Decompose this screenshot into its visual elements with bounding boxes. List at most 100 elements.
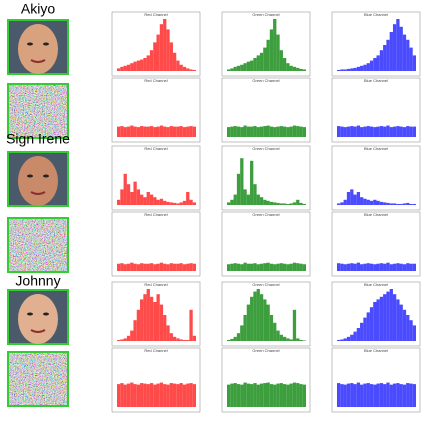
hist-bar — [189, 200, 192, 205]
hist-bar — [180, 126, 183, 137]
hist-bar — [357, 126, 360, 137]
hist-bar — [133, 127, 136, 137]
hist-bar — [409, 127, 412, 137]
hist-bar — [293, 263, 296, 271]
eye — [27, 313, 33, 316]
hist-bar — [273, 385, 276, 407]
hist-bar — [360, 264, 363, 271]
hist-bar — [240, 158, 243, 205]
hist-bar — [393, 264, 396, 271]
hist-bar — [363, 199, 366, 205]
hist-bar — [340, 127, 343, 137]
hist-bar — [367, 200, 370, 205]
hist-bar — [337, 70, 340, 71]
hist-bar — [127, 264, 130, 271]
hist-bar — [350, 126, 353, 137]
hist-bar — [173, 203, 176, 205]
hist-bar — [240, 385, 243, 407]
hist-bar — [367, 312, 370, 341]
hist-bar — [296, 263, 299, 271]
hist-bar — [283, 58, 286, 71]
hist-bar — [257, 289, 260, 341]
hist-bar — [299, 127, 302, 137]
hist-bar — [383, 384, 386, 407]
hist-bar — [230, 264, 233, 271]
hist-bar — [120, 339, 123, 341]
hist-bar — [260, 384, 263, 407]
hist-bar — [137, 385, 140, 407]
hist-title: Blue Channel — [364, 348, 388, 353]
hist-bar — [137, 61, 140, 71]
hist-bar — [186, 127, 189, 137]
video-name: Sign Irene — [6, 131, 70, 147]
hist-bar — [243, 63, 246, 71]
hist-bar — [360, 323, 363, 341]
hist-bar — [147, 264, 150, 271]
hist-bar — [280, 126, 283, 137]
hist-bar — [253, 58, 256, 71]
hist-bar — [299, 69, 302, 71]
hist-bar — [170, 42, 173, 71]
hist-bar — [153, 264, 156, 271]
hist-title: Blue Channel — [364, 146, 388, 151]
hist-bar — [237, 384, 240, 407]
hist-bar — [147, 55, 150, 71]
hist-bar — [153, 127, 156, 137]
hist-bar — [360, 66, 363, 71]
hist-bar — [124, 127, 127, 137]
hist-bar — [290, 66, 293, 71]
hist-bar — [176, 264, 179, 271]
hist-bar — [260, 264, 263, 271]
hist-bar — [173, 53, 176, 71]
hist-bar — [353, 68, 356, 71]
hist-bar — [170, 126, 173, 137]
hist-bar — [363, 264, 366, 271]
hist-bar — [293, 383, 296, 407]
hist-bar — [250, 264, 253, 271]
hist-bar — [296, 338, 299, 341]
hist-bar — [396, 383, 399, 407]
hist-bar — [360, 385, 363, 407]
hist-bar — [276, 264, 279, 271]
hist-bar — [173, 264, 176, 271]
encrypted-image — [8, 352, 68, 406]
hist-bar — [166, 29, 169, 71]
hist-bar — [363, 384, 366, 407]
hist-bar — [230, 384, 233, 407]
hist-title: Green Channel — [252, 12, 279, 17]
hist-bar — [276, 127, 279, 137]
hist-bar — [380, 263, 383, 271]
hist-bar — [234, 195, 237, 205]
hist-bar — [160, 263, 163, 271]
hist-bar — [267, 40, 270, 71]
hist-bar — [276, 384, 279, 407]
figure: AkiyoRed ChannelGreen ChannelBlue Channe… — [0, 0, 422, 421]
hist-bar — [260, 53, 263, 71]
hist-bar — [303, 340, 306, 341]
hist-bar — [193, 127, 196, 137]
hist-bar — [183, 264, 186, 271]
hist-bar — [240, 65, 243, 71]
hist-title: Red Channel — [144, 12, 167, 17]
hist-bar — [303, 69, 306, 71]
hist-bar — [150, 126, 153, 137]
hist-bar — [227, 69, 230, 71]
hist-bar — [263, 48, 266, 71]
hist-bar — [409, 264, 412, 271]
hist-bar — [383, 127, 386, 137]
hist-bar — [390, 385, 393, 407]
hist-bar — [383, 45, 386, 71]
hist-bar — [400, 127, 403, 137]
hist-bar — [337, 203, 340, 205]
hist-bar — [133, 182, 136, 205]
hist-bar — [370, 307, 373, 341]
hist-title: Red Channel — [144, 212, 167, 217]
hist-bar — [290, 339, 293, 341]
hist-bar — [163, 315, 166, 341]
hist-bar — [250, 61, 253, 71]
hist-bar — [286, 264, 289, 271]
hist-bar — [273, 323, 276, 341]
hist-bar — [290, 203, 293, 205]
hist-bar — [170, 383, 173, 407]
hist-bar — [353, 127, 356, 137]
